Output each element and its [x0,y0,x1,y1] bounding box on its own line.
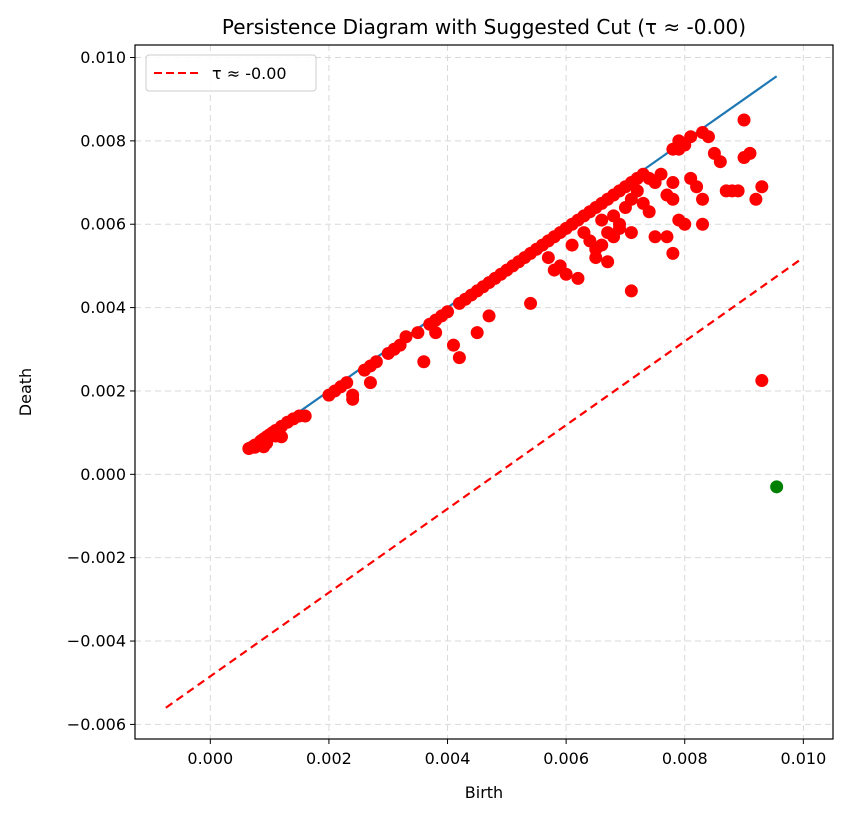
data-point [731,184,745,198]
x-tick-label: 0.008 [662,749,708,768]
y-tick-label: 0.010 [80,48,126,67]
data-point [601,255,615,269]
y-tick-label: 0.002 [80,381,126,400]
legend-label: τ ≈ -0.00 [212,64,287,83]
data-point [666,176,680,190]
data-point [755,180,769,194]
y-tick-label: 0.004 [80,298,126,317]
data-point [399,330,413,344]
data-point [260,436,274,450]
data-point [446,338,460,352]
data-point [541,251,555,265]
data-point [524,296,538,310]
data-point [696,192,710,206]
plot-frame [134,44,834,740]
data-point [452,351,466,365]
y-tick-label: −0.002 [67,548,126,567]
x-tick-label: 0.006 [543,749,589,768]
data-point [340,376,354,390]
chart-title: Persistence Diagram with Suggested Cut (… [222,15,746,39]
x-tick-label: 0.004 [425,749,471,768]
data-point [690,180,704,194]
data-point [346,392,360,406]
data-point [666,246,680,260]
data-point [417,355,431,369]
grid [135,45,833,739]
data-point [559,267,573,281]
data-point [701,130,715,144]
data-point [613,221,627,235]
data-point [630,184,644,198]
data-point [648,230,662,244]
x-tick-label: 0.000 [187,749,233,768]
data-point [624,284,638,298]
y-tick-label: −0.006 [67,715,126,734]
data-point [678,217,692,231]
data-point [589,251,603,265]
legend: τ ≈ -0.00 [145,54,317,92]
data-point [274,430,288,444]
data-point [482,309,496,323]
data-point [666,192,680,206]
data-point [624,226,638,240]
data-point [595,238,609,252]
data-point [770,480,784,494]
axis-ticks: 0.000 0.002 0.004 0.006 0.008 0.010 −0.006 −0.0… [67,48,826,768]
data-point [429,326,443,340]
data-point [696,217,710,231]
data-point [660,230,674,244]
data-point [755,374,769,388]
y-tick-label: 0.008 [80,131,126,150]
data-point [571,271,585,285]
data-point [298,409,312,423]
data-point [672,142,686,156]
data-point [642,205,656,219]
data-point [470,326,484,340]
cut-line [165,258,802,709]
y-axis-label: Death [16,368,35,416]
x-tick-label: 0.010 [780,749,826,768]
legend-box [145,54,317,92]
data-point [749,192,763,206]
data-layer [165,75,802,709]
data-point [743,146,757,160]
data-point [369,355,383,369]
data-point [713,155,727,169]
data-point [411,326,425,340]
data-point [363,376,377,390]
y-tick-label: 0.006 [80,215,126,234]
data-point [565,238,579,252]
data-point [737,113,751,127]
data-point [654,167,668,181]
y-tick-label: 0.000 [80,465,126,484]
data-point [441,305,455,319]
x-axis-label: Birth [465,783,503,802]
data-point [595,213,609,227]
data-point [684,130,698,144]
x-tick-label: 0.002 [306,749,352,768]
y-tick-label: −0.004 [67,632,126,651]
